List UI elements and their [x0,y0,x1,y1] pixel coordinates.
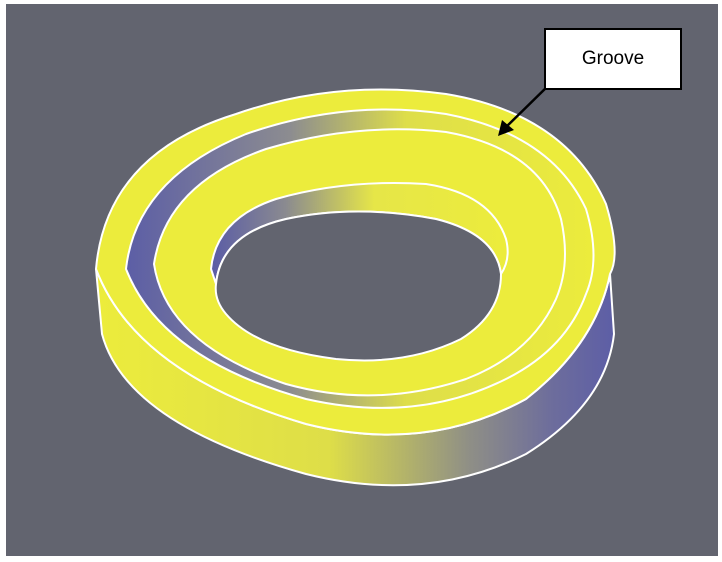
groove-callout-label: Groove [544,28,682,90]
3d-viewport[interactable]: Groove [6,4,718,556]
ring-model[interactable] [6,4,718,556]
center-hole [214,210,503,362]
